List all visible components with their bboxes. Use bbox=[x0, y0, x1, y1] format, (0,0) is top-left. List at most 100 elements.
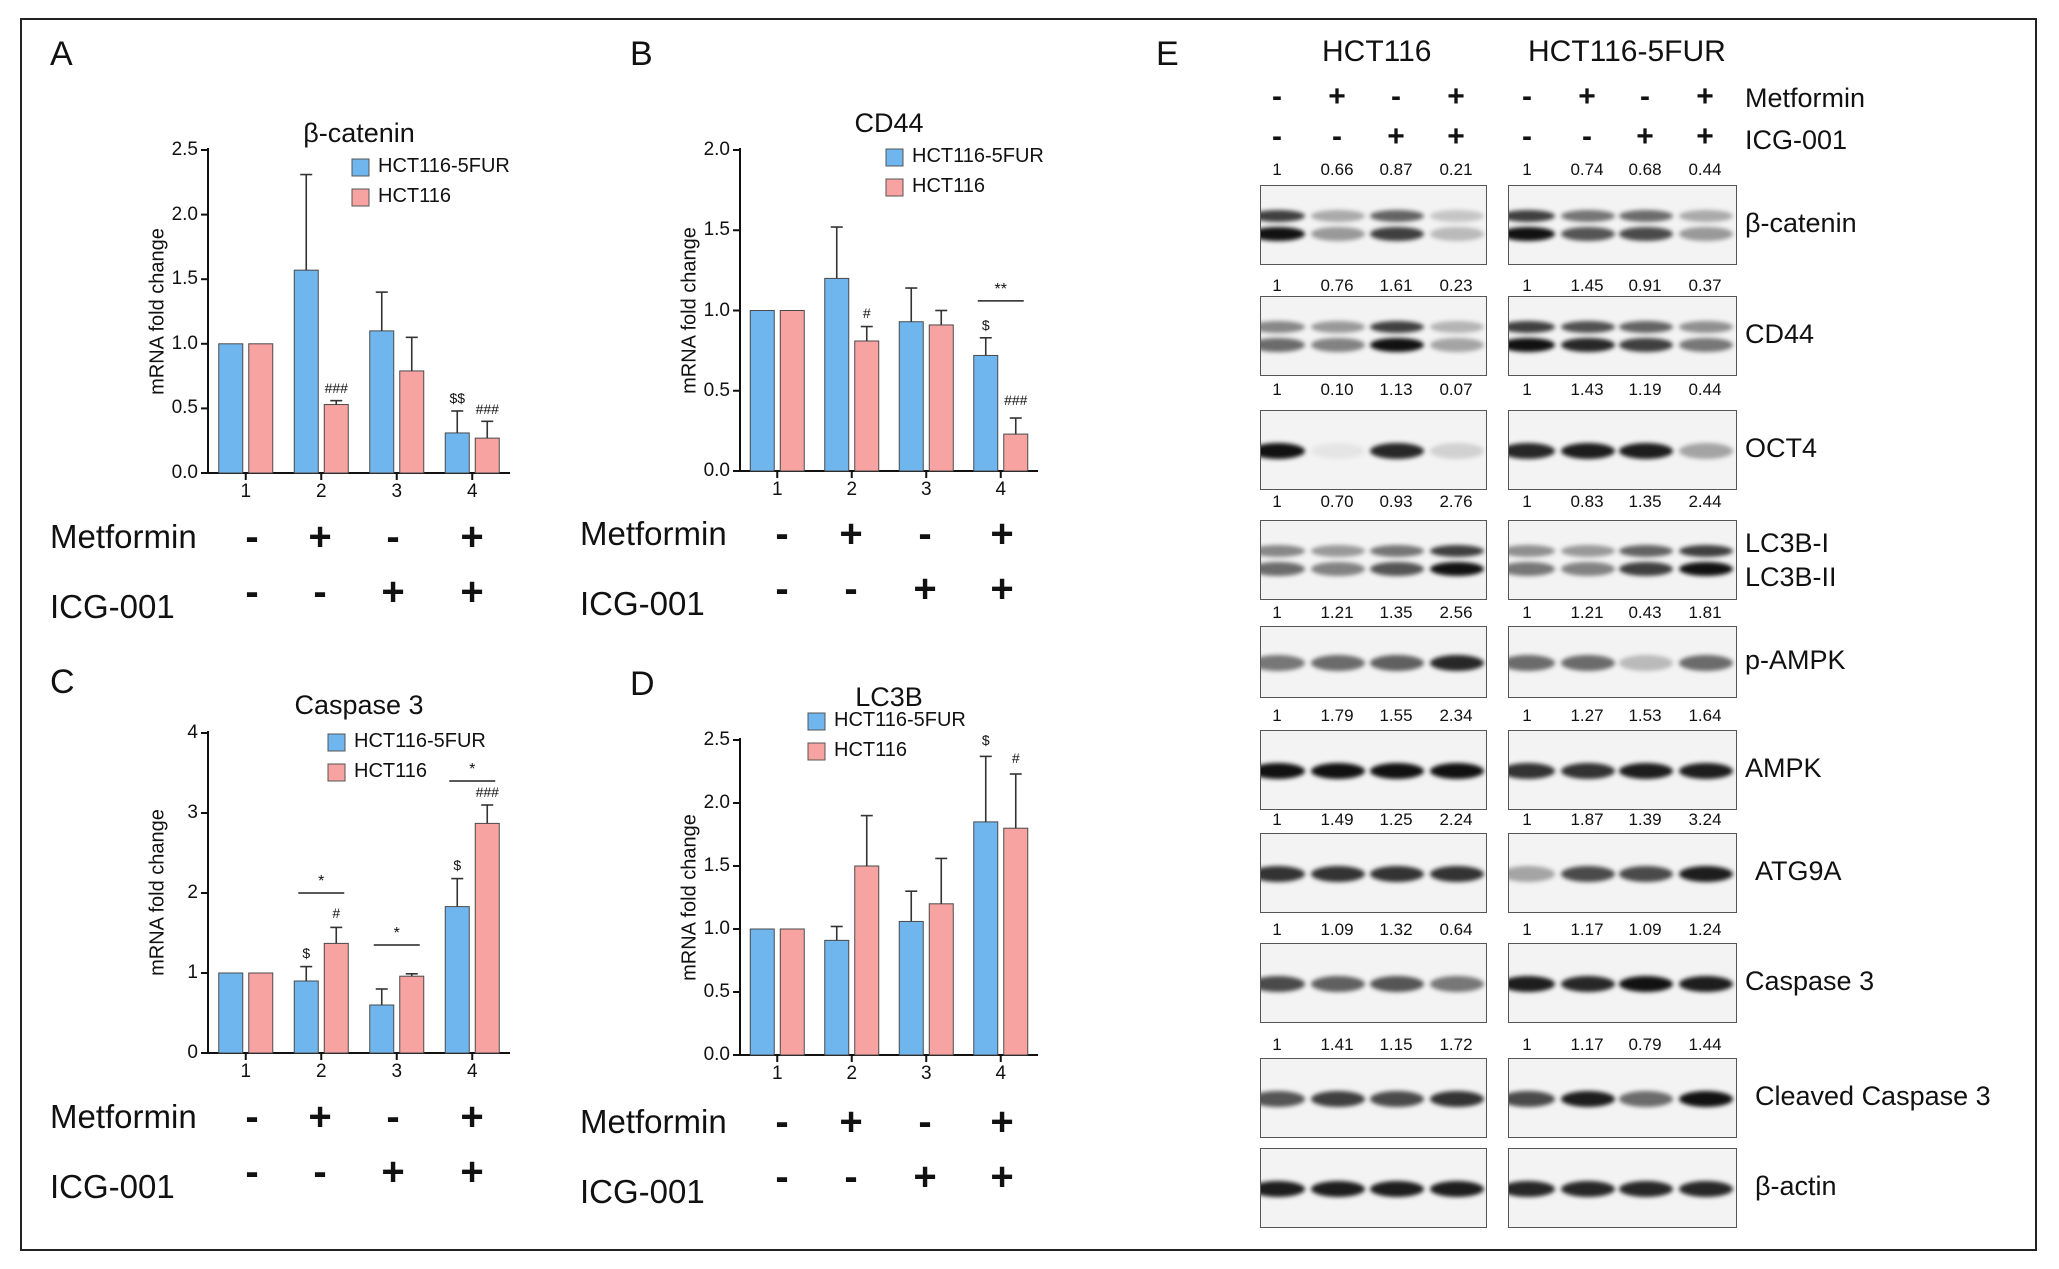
significance-mark: # bbox=[862, 305, 871, 322]
y-tick-label: 1.0 bbox=[703, 299, 730, 321]
protein-band bbox=[1679, 976, 1733, 992]
protein-band bbox=[1509, 227, 1555, 241]
densitometry-value: 0.91 bbox=[1628, 276, 1662, 295]
protein-band bbox=[1261, 1181, 1305, 1197]
protein-band bbox=[1261, 763, 1305, 779]
y-tick-label: 3 bbox=[187, 802, 198, 823]
densitometry-value: 1.21 bbox=[1320, 603, 1354, 622]
metformin-sign: + bbox=[839, 512, 863, 556]
icg-sign: + bbox=[381, 570, 405, 614]
protein-band bbox=[1561, 1091, 1615, 1107]
bar-C-hct116-2 bbox=[323, 942, 349, 1054]
densitometry-value: 0.64 bbox=[1439, 920, 1473, 939]
blot-label: AMPK bbox=[1745, 753, 1822, 783]
significance-mark: $ bbox=[302, 944, 311, 961]
blot-label: p-AMPK bbox=[1745, 645, 1846, 675]
x-tick-label: 1 bbox=[771, 1063, 783, 1084]
significance-mark: # bbox=[332, 905, 341, 922]
densitometry-value: 0.21 bbox=[1439, 160, 1473, 179]
blot-hct116-5fur-row-8 bbox=[1508, 1058, 1737, 1138]
metformin-label: Metformin bbox=[580, 1103, 727, 1140]
bar-A-hct116-5fur-1 bbox=[218, 343, 244, 474]
x-tick-label: 1 bbox=[771, 479, 783, 500]
metformin-sign: + bbox=[308, 515, 332, 559]
densitometry-value: 1.64 bbox=[1688, 706, 1722, 725]
protein-band bbox=[1679, 655, 1733, 671]
protein-band bbox=[1370, 443, 1424, 459]
densitometry-value: 1.72 bbox=[1439, 1035, 1473, 1054]
metformin-sign: - bbox=[1391, 80, 1401, 113]
densitometry-value: 0.76 bbox=[1320, 276, 1354, 295]
legend-label: HCT116 bbox=[378, 185, 451, 207]
x-tick-label: 4 bbox=[995, 1063, 1007, 1084]
y-tick-label: 2.5 bbox=[171, 139, 198, 160]
protein-band bbox=[1509, 545, 1555, 557]
protein-band bbox=[1561, 210, 1615, 222]
metformin-label: Metformin bbox=[50, 518, 197, 555]
metformin-sign: + bbox=[1578, 80, 1596, 113]
icg-label: ICG-001 bbox=[1745, 125, 1848, 155]
blot-hct116-row-3 bbox=[1260, 520, 1487, 600]
protein-band bbox=[1370, 562, 1424, 576]
significance-mark: $ bbox=[981, 732, 990, 749]
densitometry-value: 1.55 bbox=[1379, 706, 1413, 725]
densitometry-value: 0.44 bbox=[1688, 160, 1722, 179]
bar-C-hct116-5fur-1 bbox=[218, 972, 244, 1054]
protein-band bbox=[1311, 655, 1365, 671]
icg-sign: - bbox=[313, 1150, 327, 1194]
protein-band bbox=[1509, 210, 1555, 222]
y-tick-label: 1.0 bbox=[703, 918, 730, 939]
protein-band bbox=[1370, 227, 1424, 241]
y-tick-label: 0.5 bbox=[703, 379, 730, 401]
densitometry-value: 1 bbox=[1522, 276, 1532, 295]
y-tick-label: 0.0 bbox=[703, 460, 730, 481]
x-tick-label: 2 bbox=[315, 1061, 327, 1082]
metformin-sign: - bbox=[386, 1095, 400, 1139]
y-tick-label: 1 bbox=[187, 962, 198, 983]
icg-label: ICG-001 bbox=[580, 585, 705, 622]
densitometry-value: 1 bbox=[1522, 706, 1532, 725]
protein-band bbox=[1509, 1091, 1555, 1107]
icg-sign: - bbox=[245, 570, 259, 614]
legend-swatch bbox=[351, 158, 370, 177]
protein-band bbox=[1619, 338, 1673, 352]
bar-C-hct116-4 bbox=[474, 822, 500, 1054]
densitometry-value: 0.74 bbox=[1570, 160, 1604, 179]
protein-band bbox=[1509, 338, 1555, 352]
densitometry-value: 1.17 bbox=[1570, 1035, 1604, 1054]
protein-band bbox=[1261, 227, 1305, 241]
blot-hct116-row-1 bbox=[1260, 296, 1487, 376]
icg-sign: - bbox=[1332, 120, 1342, 153]
protein-band bbox=[1430, 866, 1484, 882]
bar-D-hct116-4 bbox=[1003, 827, 1029, 1056]
panel-letter: B bbox=[630, 35, 653, 73]
metformin-sign: + bbox=[990, 512, 1014, 556]
densitometry-value: 1.39 bbox=[1628, 810, 1662, 829]
protein-band bbox=[1619, 1181, 1673, 1197]
protein-band bbox=[1311, 1181, 1365, 1197]
y-tick-label: 0.0 bbox=[171, 462, 198, 483]
icg-sign: + bbox=[1447, 120, 1465, 153]
protein-band bbox=[1311, 210, 1365, 222]
protein-band bbox=[1311, 1091, 1365, 1107]
protein-band bbox=[1430, 976, 1484, 992]
protein-band bbox=[1370, 545, 1424, 557]
legend-label: HCT116 bbox=[354, 760, 427, 782]
densitometry-value: 1 bbox=[1522, 492, 1532, 511]
protein-band bbox=[1311, 338, 1365, 352]
protein-band bbox=[1679, 227, 1733, 241]
blot-hct116-row-0 bbox=[1260, 185, 1487, 265]
significance-mark: ### bbox=[475, 400, 499, 417]
protein-band bbox=[1311, 866, 1365, 882]
protein-band bbox=[1679, 866, 1733, 882]
blot-hct116-5fur-row-9 bbox=[1508, 1148, 1737, 1228]
chart-title: CD44 bbox=[854, 108, 924, 138]
icg-sign: - bbox=[1582, 120, 1592, 153]
densitometry-value: 1.09 bbox=[1320, 920, 1354, 939]
densitometry-value: 1 bbox=[1272, 160, 1282, 179]
bar-A-hct116-5fur-3 bbox=[369, 330, 395, 474]
x-tick-label: 1 bbox=[240, 481, 252, 502]
